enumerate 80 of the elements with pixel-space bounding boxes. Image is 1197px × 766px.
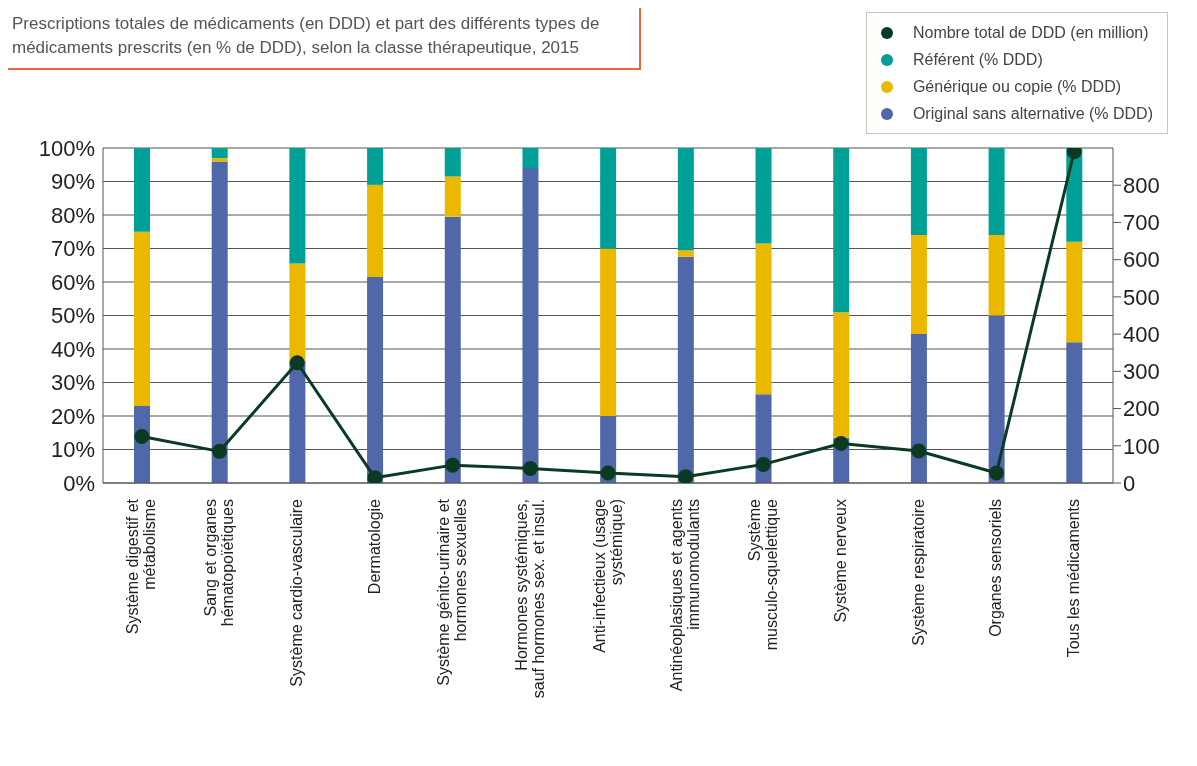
point (833, 436, 849, 452)
y-tick-label: 40% (50, 336, 95, 362)
bar (134, 231, 150, 406)
y2-tick-label: 700 (1123, 210, 1160, 236)
point (755, 456, 771, 472)
x-tick-label: Système cardio-vasculaire (288, 498, 306, 687)
bar (444, 176, 461, 217)
y-tick-label: 100% (38, 135, 95, 161)
bar (677, 148, 694, 251)
bar (910, 333, 927, 483)
x-tick-label: Système génito-urinaire et hormones sexuelles (435, 498, 470, 686)
x-tick-label: Système nerveux (832, 499, 850, 623)
point (678, 469, 694, 483)
y-tick-label: 80% (50, 202, 95, 228)
x-tick-label: Dermatologie (365, 498, 383, 595)
chart-title: Prescriptions totales de médicaments (en DDD) et part des différents types de médicaments prescrits (en % de DDD), selon la classe thérapeutique, 2015 (8, 8, 642, 70)
point (988, 465, 1004, 481)
bar (910, 148, 927, 236)
x-tick-label: Tous les médicaments (1065, 499, 1083, 658)
y-tick-label: 50% (50, 303, 95, 329)
bar (444, 216, 461, 483)
bar (755, 148, 772, 244)
point (212, 443, 228, 459)
bar (755, 243, 772, 395)
bar (600, 248, 617, 416)
y2-tick-label: 500 (1123, 284, 1160, 310)
y-tick-label: 90% (50, 169, 95, 195)
y-tick-label: 60% (50, 269, 95, 295)
legend-label: Original sans alternative (% DDD) (912, 104, 1153, 123)
y2-tick-label: 400 (1123, 321, 1160, 347)
x-tick-label: Anti-infectieux (usage systémique) (590, 498, 625, 653)
bar (444, 148, 461, 177)
y-tick-label: 10% (50, 437, 95, 463)
bar (367, 148, 384, 185)
x-tick-label: Système respiratoire (909, 498, 927, 646)
x-tick-label: Organes sensoriels (987, 499, 1005, 637)
bar (1066, 342, 1083, 483)
bar (988, 315, 1005, 483)
y-tick-label: 30% (50, 370, 95, 396)
point (134, 428, 150, 444)
bar (833, 148, 850, 313)
point (367, 470, 383, 483)
bar (367, 184, 384, 277)
point (522, 460, 538, 476)
bar (910, 235, 927, 334)
bar (134, 148, 150, 232)
legend-label: Générique ou copie (% DDD) (912, 77, 1122, 96)
bar (211, 161, 228, 483)
y2-tick-label: 100 (1123, 433, 1160, 459)
bar (677, 250, 694, 257)
bar (988, 235, 1005, 316)
bar (833, 312, 850, 438)
point (600, 465, 616, 481)
point (911, 443, 927, 459)
bar (289, 148, 306, 264)
point (1066, 148, 1082, 160)
y-tick-label: 70% (50, 236, 95, 262)
bar (677, 256, 694, 483)
x-tick-label: Hormones systémiques, sauf hormones sex. et insul. (512, 499, 547, 699)
bar (289, 360, 306, 483)
y2-tick-label: 0 (1123, 470, 1136, 496)
y2-tick-label: 600 (1123, 247, 1160, 273)
legend-label: Référent (% DDD) (912, 50, 1043, 69)
bar (600, 148, 617, 249)
point (445, 457, 461, 473)
bar (988, 148, 1005, 236)
bar (289, 263, 306, 361)
y2-tick-label: 300 (1123, 359, 1160, 385)
y2-tick-label: 800 (1123, 173, 1160, 199)
bar (522, 148, 539, 169)
bar (367, 276, 384, 483)
y2-tick-label: 200 (1123, 396, 1160, 422)
bar (1066, 241, 1083, 343)
bar (211, 148, 228, 159)
bar (522, 168, 539, 483)
x-tick-label: Système digestif et métabolisme (124, 498, 159, 635)
y-tick-label: 0% (63, 470, 95, 496)
y-tick-label: 20% (50, 403, 95, 429)
legend-label: Nombre total de DDD (en million) (912, 23, 1149, 42)
point (289, 355, 305, 371)
